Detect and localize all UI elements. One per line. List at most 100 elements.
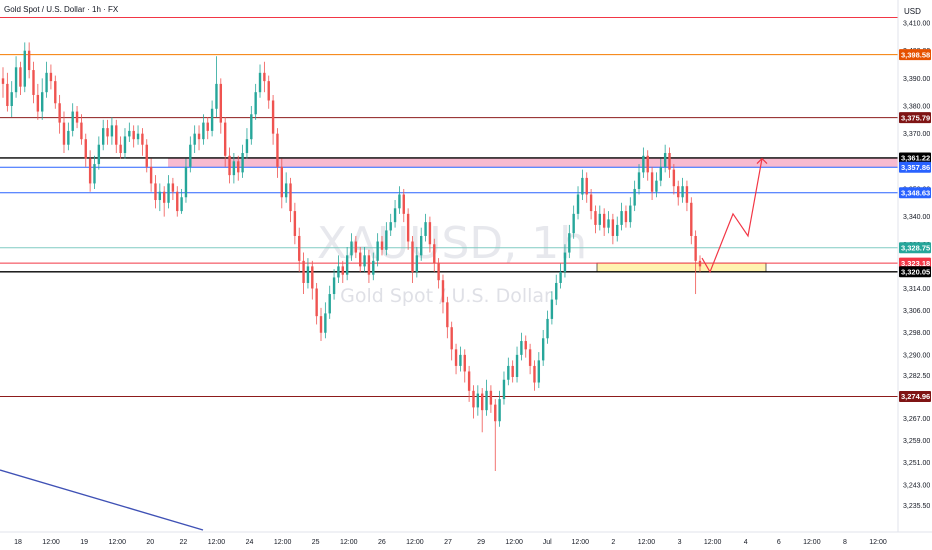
candle (393, 200, 397, 228)
candle-body (136, 133, 140, 140)
candle-body (49, 72, 53, 82)
candle-body (58, 103, 61, 123)
candle-body (189, 144, 192, 167)
time-tick: 12:00 (869, 539, 887, 546)
candle-body (433, 244, 436, 264)
time-axis-ticks: 18 12:00 19 12:00 20 22 12:00 24 12:00 25 12:00 26 1… (14, 539, 887, 546)
price-tick: 3,410.00 (903, 21, 930, 28)
candle-body (528, 349, 532, 366)
candle (350, 233, 353, 261)
candle (463, 349, 466, 383)
candle-body (389, 222, 392, 231)
candle (315, 282, 318, 325)
candle-body (289, 183, 292, 212)
candle (611, 213, 615, 245)
candle (149, 158, 153, 192)
candle (555, 274, 558, 306)
candle (367, 249, 371, 283)
candle (685, 180, 689, 212)
candle (480, 388, 484, 433)
candle (306, 258, 310, 289)
candle (467, 365, 471, 402)
candle-body (154, 183, 157, 201)
candle (415, 247, 419, 278)
trendline[interactable] (0, 469, 204, 531)
candle (6, 72, 9, 112)
candle (219, 78, 223, 134)
candle (476, 385, 480, 416)
candle-body (71, 111, 74, 131)
candle-body (284, 183, 288, 198)
candle (49, 64, 53, 90)
candle (197, 125, 201, 151)
resistance-zone[interactable] (168, 157, 898, 168)
candle-body (694, 235, 697, 261)
candle-body (581, 177, 584, 195)
candle-body (607, 219, 610, 228)
time-tick: 20 (146, 539, 154, 546)
support-zone[interactable] (596, 262, 767, 273)
candle-body (328, 294, 331, 314)
candle (245, 128, 249, 159)
candle-body (663, 153, 667, 167)
candle-body (659, 166, 662, 181)
candle (402, 188, 405, 223)
candle-body (45, 72, 48, 93)
candle (171, 177, 175, 201)
projection-path[interactable] (701, 158, 763, 274)
candle-body (668, 153, 671, 170)
candle-body (385, 230, 388, 250)
candle (668, 147, 671, 178)
candle (293, 202, 297, 245)
candle-body (254, 92, 257, 115)
candle (376, 233, 379, 267)
candle (629, 197, 632, 228)
candle-body (41, 92, 44, 112)
candle-body (119, 144, 122, 154)
candle-body (311, 266, 314, 289)
candle-body (14, 67, 18, 93)
price-tick: 3,251.00 (903, 460, 930, 467)
candle-body (93, 164, 96, 184)
candle-body (650, 172, 654, 192)
candle-body (197, 133, 201, 140)
price-tag-label: 3,348.63 (901, 188, 930, 197)
candle (589, 188, 593, 220)
candle (502, 371, 506, 405)
candle (232, 153, 236, 184)
candle (363, 247, 366, 272)
candle-body (219, 83, 223, 123)
candle (389, 213, 392, 236)
time-tick: 8 (843, 539, 847, 546)
candle (546, 310, 549, 344)
candle-body (324, 313, 327, 333)
candle-body (681, 186, 684, 198)
candle-body (476, 393, 480, 408)
candle (228, 147, 231, 184)
candle (528, 343, 532, 375)
candle (97, 136, 101, 170)
candle (62, 111, 66, 154)
candle (655, 172, 658, 198)
time-tick: 22 (179, 539, 187, 546)
price-tag-label: 3,375.79 (901, 113, 930, 122)
candle (677, 180, 680, 206)
candle-body (167, 183, 170, 203)
candle (298, 227, 301, 272)
candle-body (1, 78, 5, 84)
candle (119, 136, 122, 159)
candle (598, 205, 602, 231)
time-tick: 29 (477, 539, 485, 546)
candle-body (145, 144, 148, 167)
candle-body (463, 354, 466, 372)
price-tags: 3,398.58 3,375.79 3,361.223,357.86 3,348.63… (899, 49, 931, 402)
candle (450, 321, 453, 361)
candle-body (123, 136, 127, 154)
candle-body (271, 100, 275, 134)
candle-body (690, 202, 693, 236)
time-axis[interactable] (0, 532, 932, 550)
price-tag (899, 187, 931, 199)
candle-body (298, 235, 301, 261)
candle (602, 208, 606, 236)
